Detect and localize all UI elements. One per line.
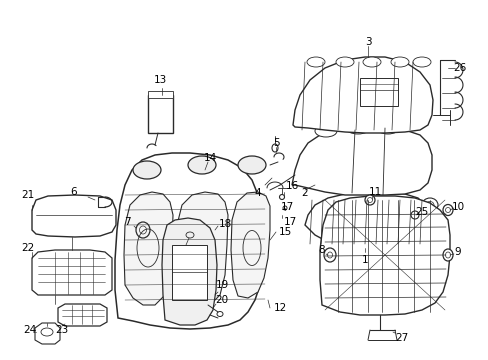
Text: 17: 17: [283, 217, 296, 227]
Text: 4: 4: [254, 188, 261, 198]
Bar: [148, 91, 173, 98]
Text: 19: 19: [215, 280, 228, 290]
Polygon shape: [291, 128, 431, 195]
Polygon shape: [176, 192, 227, 305]
Ellipse shape: [410, 211, 418, 219]
Ellipse shape: [362, 57, 380, 67]
Text: 7: 7: [123, 217, 130, 227]
Ellipse shape: [364, 195, 374, 205]
Text: 20: 20: [215, 295, 228, 305]
Polygon shape: [32, 250, 112, 295]
Text: 6: 6: [71, 187, 77, 197]
Text: 8: 8: [318, 245, 325, 255]
Text: 10: 10: [450, 202, 464, 212]
Text: 26: 26: [452, 63, 466, 73]
Text: 16: 16: [285, 181, 298, 191]
Text: 22: 22: [21, 243, 35, 253]
Ellipse shape: [390, 57, 408, 67]
Text: 11: 11: [367, 187, 381, 197]
Bar: [172, 245, 206, 300]
Ellipse shape: [187, 156, 216, 174]
Ellipse shape: [335, 57, 353, 67]
Polygon shape: [319, 196, 449, 315]
Ellipse shape: [314, 125, 336, 137]
Bar: [148, 95, 173, 133]
Polygon shape: [162, 218, 217, 325]
Ellipse shape: [425, 202, 433, 208]
Ellipse shape: [238, 156, 265, 174]
Ellipse shape: [442, 249, 452, 261]
Text: 5: 5: [272, 138, 279, 148]
Text: 9: 9: [454, 247, 460, 257]
Ellipse shape: [412, 57, 430, 67]
Polygon shape: [58, 304, 107, 326]
Ellipse shape: [346, 122, 369, 134]
Text: 14: 14: [203, 153, 216, 163]
Polygon shape: [230, 192, 269, 298]
Text: 18: 18: [218, 219, 231, 229]
Ellipse shape: [442, 204, 452, 216]
Text: 3: 3: [364, 37, 370, 47]
Polygon shape: [305, 192, 427, 248]
Text: 13: 13: [153, 75, 166, 85]
Polygon shape: [115, 153, 264, 329]
Text: 25: 25: [414, 207, 428, 217]
Polygon shape: [292, 57, 432, 133]
Ellipse shape: [376, 122, 398, 134]
Ellipse shape: [306, 57, 325, 67]
Polygon shape: [32, 195, 116, 237]
Ellipse shape: [324, 248, 335, 262]
Text: 12: 12: [273, 303, 286, 313]
Ellipse shape: [421, 198, 437, 212]
Bar: [359, 78, 397, 106]
Text: 2: 2: [301, 188, 307, 198]
Text: 27: 27: [395, 333, 408, 343]
Text: 21: 21: [21, 190, 35, 200]
Polygon shape: [124, 192, 173, 305]
Text: 15: 15: [278, 227, 291, 237]
Polygon shape: [35, 323, 60, 344]
Ellipse shape: [133, 161, 161, 179]
Text: 1: 1: [361, 255, 367, 265]
Text: 17: 17: [280, 202, 293, 212]
Text: 23: 23: [55, 325, 68, 335]
Text: 24: 24: [23, 325, 37, 335]
